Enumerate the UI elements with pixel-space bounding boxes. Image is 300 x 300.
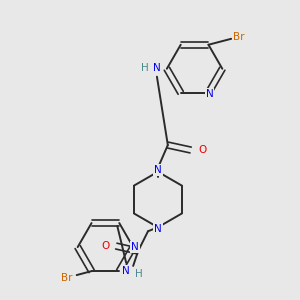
Text: H: H — [135, 269, 143, 279]
Text: O: O — [101, 241, 110, 251]
Text: H: H — [141, 63, 149, 73]
Text: O: O — [198, 145, 207, 155]
Text: Br: Br — [61, 273, 73, 283]
Text: N: N — [206, 89, 213, 99]
Text: Br: Br — [233, 32, 245, 42]
Text: N: N — [153, 63, 161, 73]
Text: N: N — [122, 266, 130, 276]
Text: N: N — [154, 165, 162, 175]
Text: N: N — [131, 242, 139, 252]
Text: N: N — [154, 224, 162, 234]
